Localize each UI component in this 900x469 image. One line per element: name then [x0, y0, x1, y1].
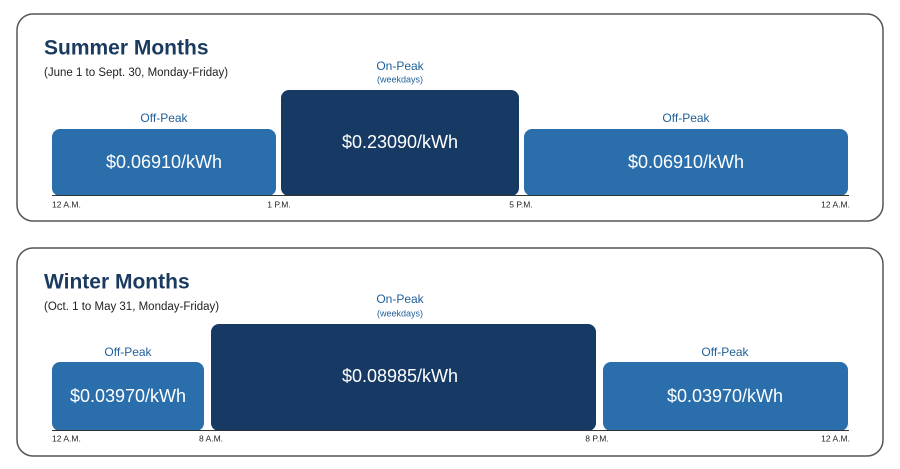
time-label: 1 P.M.: [267, 199, 290, 209]
rate-label: $0.06910/kWh: [628, 152, 744, 172]
winter-panel: Winter Months (Oct. 1 to May 31, Monday-…: [16, 247, 884, 457]
period-label: On-Peak: [376, 59, 424, 73]
rate-label: $0.06910/kWh: [106, 152, 222, 172]
off-peak-block: [52, 362, 204, 431]
time-label: 5 P.M.: [509, 199, 532, 209]
period-note: (weekdays): [377, 308, 423, 318]
panel-subtitle: (June 1 to Sept. 30, Monday-Friday): [44, 67, 228, 79]
off-peak-block: [603, 362, 848, 431]
panel-title: Winter Months: [44, 271, 190, 294]
period-note: (weekdays): [377, 74, 423, 84]
time-label: 8 P.M.: [585, 433, 608, 443]
off-peak-block: [524, 129, 848, 196]
period-label: Off-Peak: [662, 111, 710, 125]
on-peak-block: [281, 90, 519, 196]
off-peak-block: [52, 129, 276, 196]
time-label: 12 A.M.: [821, 433, 850, 443]
period-label: Off-Peak: [140, 111, 188, 125]
rate-label: $0.23090/kWh: [342, 132, 458, 152]
time-label: 12 A.M.: [52, 199, 81, 209]
on-peak-block: [211, 324, 596, 431]
time-label: 12 A.M.: [52, 433, 81, 443]
summer-panel: Summer Months (June 1 to Sept. 30, Monda…: [16, 13, 884, 222]
period-label: Off-Peak: [701, 345, 749, 359]
rate-label: $0.08985/kWh: [342, 366, 458, 386]
time-label: 8 A.M.: [199, 433, 223, 443]
rate-label: $0.03970/kWh: [70, 386, 186, 406]
rate-label: $0.03970/kWh: [667, 386, 783, 406]
panel-subtitle: (Oct. 1 to May 31, Monday-Friday): [44, 301, 219, 313]
period-label: On-Peak: [376, 292, 424, 306]
panel-title: Summer Months: [44, 37, 209, 60]
time-label: 12 A.M.: [821, 199, 850, 209]
period-label: Off-Peak: [104, 345, 152, 359]
